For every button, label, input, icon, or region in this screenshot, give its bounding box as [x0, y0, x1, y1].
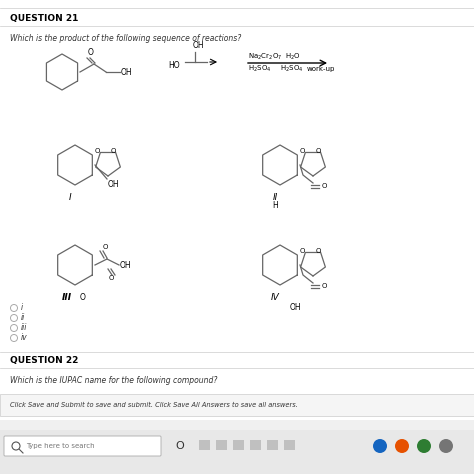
Text: O: O — [94, 148, 100, 154]
Text: H$_2$SO$_4$: H$_2$SO$_4$ — [280, 64, 303, 74]
Text: O: O — [80, 293, 86, 302]
Text: iv: iv — [21, 334, 27, 343]
Circle shape — [395, 439, 409, 453]
Bar — [0, 430, 474, 474]
Bar — [199, 440, 210, 450]
Text: work-up: work-up — [307, 66, 336, 72]
Text: Type here to search: Type here to search — [26, 443, 95, 449]
Text: HO: HO — [168, 61, 180, 70]
Text: O: O — [315, 248, 321, 254]
Text: QUESTION 22: QUESTION 22 — [10, 356, 78, 365]
Text: ii: ii — [21, 313, 25, 322]
Text: IV: IV — [271, 293, 279, 302]
Circle shape — [417, 439, 431, 453]
Text: II: II — [273, 193, 278, 202]
Text: I: I — [69, 193, 71, 202]
Text: O: O — [299, 148, 305, 154]
Text: O: O — [315, 148, 321, 154]
Bar — [216, 440, 227, 450]
Text: O: O — [299, 248, 305, 254]
Text: H$_2$SO$_4$: H$_2$SO$_4$ — [248, 64, 272, 74]
Bar — [284, 440, 295, 450]
Text: Which is the product of the following sequence of reactions?: Which is the product of the following se… — [10, 34, 241, 43]
Text: H: H — [272, 201, 278, 210]
Text: OH: OH — [290, 303, 301, 312]
Bar — [0, 0, 474, 420]
Text: Na$_2$Cr$_2$O$_7$: Na$_2$Cr$_2$O$_7$ — [248, 52, 283, 62]
Text: iii: iii — [21, 323, 27, 332]
Text: O: O — [88, 48, 94, 57]
Text: Click Save and Submit to save and submit. Click Save All Answers to save all ans: Click Save and Submit to save and submit… — [10, 402, 298, 408]
Bar — [0, 394, 474, 416]
Text: OH: OH — [121, 67, 133, 76]
Text: O: O — [110, 148, 116, 154]
Text: OH: OH — [193, 41, 205, 50]
Circle shape — [373, 439, 387, 453]
Text: O: O — [109, 275, 114, 281]
FancyBboxPatch shape — [4, 436, 161, 456]
Bar — [250, 440, 261, 450]
Text: H$_2$O: H$_2$O — [285, 52, 301, 62]
Text: O: O — [176, 441, 184, 451]
Text: O: O — [322, 183, 328, 189]
Circle shape — [439, 439, 453, 453]
Text: i: i — [21, 303, 23, 312]
Bar — [267, 440, 278, 450]
Text: O: O — [322, 283, 328, 289]
Text: OH: OH — [108, 180, 119, 189]
Bar — [233, 440, 244, 450]
Text: Which is the IUPAC name for the following compound?: Which is the IUPAC name for the followin… — [10, 376, 218, 385]
Text: O: O — [102, 244, 108, 250]
Text: QUESTION 21: QUESTION 21 — [10, 13, 78, 22]
Text: III: III — [62, 293, 72, 302]
Text: OH: OH — [120, 261, 132, 270]
